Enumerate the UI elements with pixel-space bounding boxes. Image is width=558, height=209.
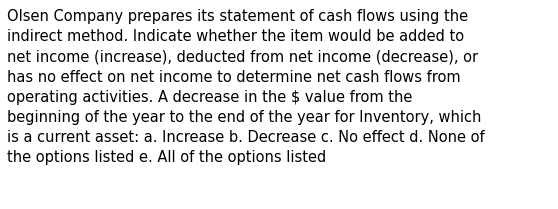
Text: Olsen Company prepares its statement of cash flows using the
indirect method. In: Olsen Company prepares its statement of … <box>7 9 485 165</box>
